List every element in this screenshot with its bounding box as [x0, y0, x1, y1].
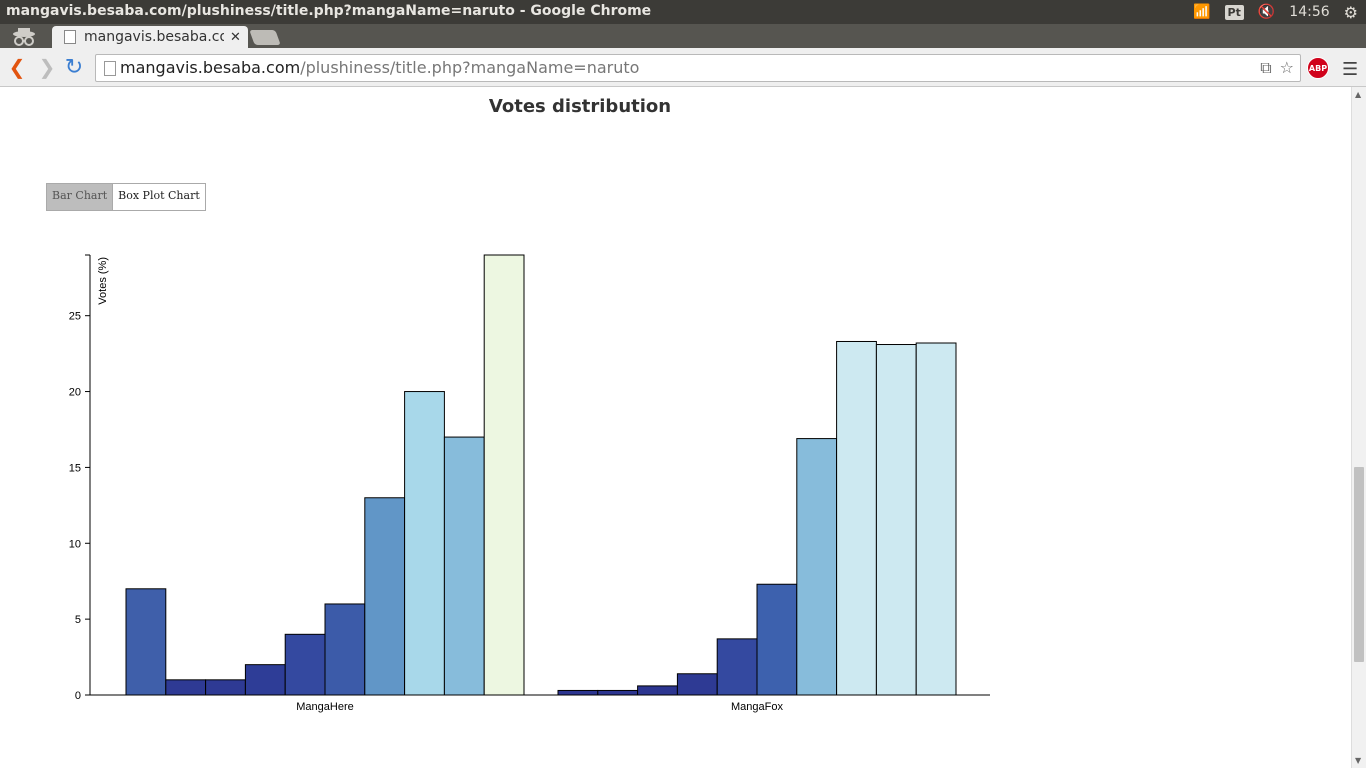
y-tick-label: 15 — [69, 462, 81, 474]
scroll-up-arrow-icon[interactable]: ▲ — [1355, 90, 1362, 99]
bar-mangahere-8 — [404, 391, 445, 696]
bar-mangahere-9 — [443, 436, 485, 696]
chart-type-tabs: Bar Chart Box Plot Chart — [46, 183, 206, 211]
bar-mangahere-4 — [244, 664, 286, 696]
y-tick-label: 25 — [69, 311, 81, 323]
bar-mangafox-9 — [875, 344, 917, 696]
page-favicon-icon — [64, 30, 76, 44]
keyboard-layout-indicator[interactable]: Pt — [1224, 4, 1244, 20]
wifi-icon[interactable]: 📶 — [1193, 4, 1211, 20]
page-icon — [104, 61, 116, 76]
tab-bar-chart[interactable]: Bar Chart — [47, 184, 113, 210]
bar-mangahere-5 — [284, 633, 326, 696]
y-tick-label: 5 — [75, 614, 81, 626]
close-tab-icon[interactable]: ✕ — [230, 29, 241, 45]
url-text[interactable]: mangavis.besaba.com/plushiness/title.php… — [120, 58, 640, 77]
y-axis-label: Votes (%) — [97, 257, 109, 305]
scrollbar-thumb[interactable] — [1354, 467, 1364, 662]
forward-icon[interactable]: ❯ — [38, 55, 56, 79]
new-tab-button[interactable] — [249, 30, 281, 45]
chrome-menu-icon[interactable]: ☰ — [1342, 59, 1359, 80]
tab-strip: mangavis.besaba.com/plushiness/title.php… — [0, 24, 1366, 48]
y-tick-label: 0 — [75, 690, 81, 702]
adblock-plus-icon[interactable]: ABP — [1307, 57, 1329, 79]
bar-mangafox-8 — [836, 340, 877, 696]
page-content: Votes distribution Bar Chart Box Plot Ch… — [0, 87, 1351, 768]
bar-mangahere-6 — [324, 603, 366, 696]
bar-mangafox-7 — [796, 438, 838, 696]
window-title: mangavis.besaba.com/plushiness/title.php… — [6, 3, 652, 19]
bar-mangahere-2 — [165, 679, 207, 696]
address-bar[interactable]: mangavis.besaba.com/plushiness/title.php… — [95, 54, 1301, 82]
scroll-down-arrow-icon[interactable]: ▼ — [1355, 756, 1362, 765]
bar-mangafox-1 — [557, 689, 599, 696]
tab-title: mangavis.besaba.com/plushiness/title.php… — [84, 29, 224, 45]
incognito-icon — [13, 28, 35, 46]
bar-mangafox-10 — [915, 342, 957, 696]
back-icon[interactable]: ❮ — [8, 55, 26, 79]
bar-mangahere-1 — [125, 588, 167, 696]
bar-mangahere-10 — [483, 254, 525, 696]
votes-bar-chart: 0 5 10 15 20 25 Votes (%) MangaHere MangaFox — [69, 254, 990, 713]
os-top-bar: mangavis.besaba.com/plushiness/title.php… — [0, 0, 1366, 24]
reload-icon[interactable]: ↻ — [64, 54, 84, 80]
vertical-scrollbar[interactable]: ▲ ▼ — [1351, 87, 1366, 768]
chart-heading: Votes distribution — [488, 96, 672, 117]
bar-mangafox-2 — [597, 689, 639, 696]
browser-toolbar: ❮ ❯ ↻ mangavis.besaba.com/plushiness/tit… — [0, 48, 1366, 87]
translate-icon[interactable]: ⧉ — [1260, 58, 1272, 77]
y-tick-label: 10 — [69, 538, 81, 550]
browser-tab[interactable]: mangavis.besaba.com/plushiness/title.php… — [52, 26, 248, 48]
tab-box-plot-chart[interactable]: Box Plot Chart — [112, 184, 205, 210]
volume-muted-icon[interactable]: 🔇 — [1257, 4, 1276, 20]
bar-mangahere-3 — [205, 679, 246, 696]
y-tick-label: 20 — [69, 387, 81, 399]
bookmark-star-icon[interactable]: ☆ — [1279, 58, 1294, 77]
x-category-label: MangaHere — [296, 701, 353, 713]
bar-mangafox-5 — [716, 638, 758, 696]
bar-mangafox-6 — [756, 583, 798, 696]
system-tray: 📶 Pt 🔇 14:56 ⚙ — [1193, 2, 1358, 22]
bar-mangahere-7 — [364, 497, 406, 696]
gear-icon[interactable]: ⚙ — [1343, 2, 1358, 22]
clock[interactable]: 14:56 — [1289, 4, 1330, 20]
bar-mangafox-4 — [676, 673, 718, 696]
x-category-label: MangaFox — [731, 701, 783, 713]
bar-mangafox-3 — [637, 685, 678, 696]
